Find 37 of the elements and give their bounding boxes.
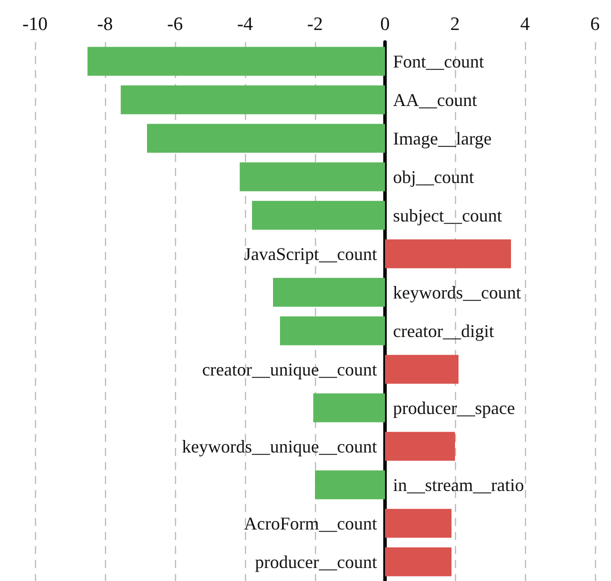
bar	[280, 316, 385, 346]
bar	[385, 239, 511, 268]
bar	[273, 278, 385, 307]
y-tick-label: producer__count	[255, 552, 377, 572]
x-tick-label: 4	[520, 14, 530, 35]
x-tick-label: -10	[22, 14, 48, 35]
x-tick-label: -4	[237, 14, 254, 35]
bar	[252, 200, 385, 230]
y-tick-label: Image__large	[393, 128, 492, 148]
y-tick-label: keywords__unique__count	[182, 436, 377, 456]
bar	[315, 470, 385, 500]
bar	[147, 124, 385, 153]
bar	[385, 432, 455, 461]
bar	[385, 354, 458, 384]
x-tick-label: 6	[590, 14, 600, 35]
x-tick-label: -2	[307, 14, 323, 35]
y-tick-label: creator__digit	[393, 320, 494, 341]
y-tick-label: Font__count	[393, 51, 484, 72]
y-tick-label: obj__count	[393, 166, 474, 187]
bar	[240, 162, 385, 192]
bar	[385, 547, 452, 576]
bar	[385, 508, 452, 538]
x-tick-label: 2	[450, 14, 460, 35]
y-tick-label: keywords__count	[393, 282, 521, 302]
bar	[88, 46, 385, 76]
bar	[120, 85, 385, 114]
x-tick-label: -6	[167, 14, 183, 35]
y-tick-label: JavaScript__count	[244, 244, 377, 264]
y-tick-label: AA__count	[393, 90, 477, 110]
x-tick-label: 0	[380, 14, 390, 35]
bar	[313, 393, 385, 422]
y-tick-label: producer__space	[393, 398, 515, 418]
y-tick-label: AcroForm__count	[244, 513, 377, 534]
y-tick-label: creator__unique__count	[202, 359, 377, 380]
x-tick-label: -8	[97, 14, 113, 35]
y-tick-label: subject__count	[393, 205, 502, 226]
y-tick-label: in__stream__ratio	[393, 474, 524, 495]
